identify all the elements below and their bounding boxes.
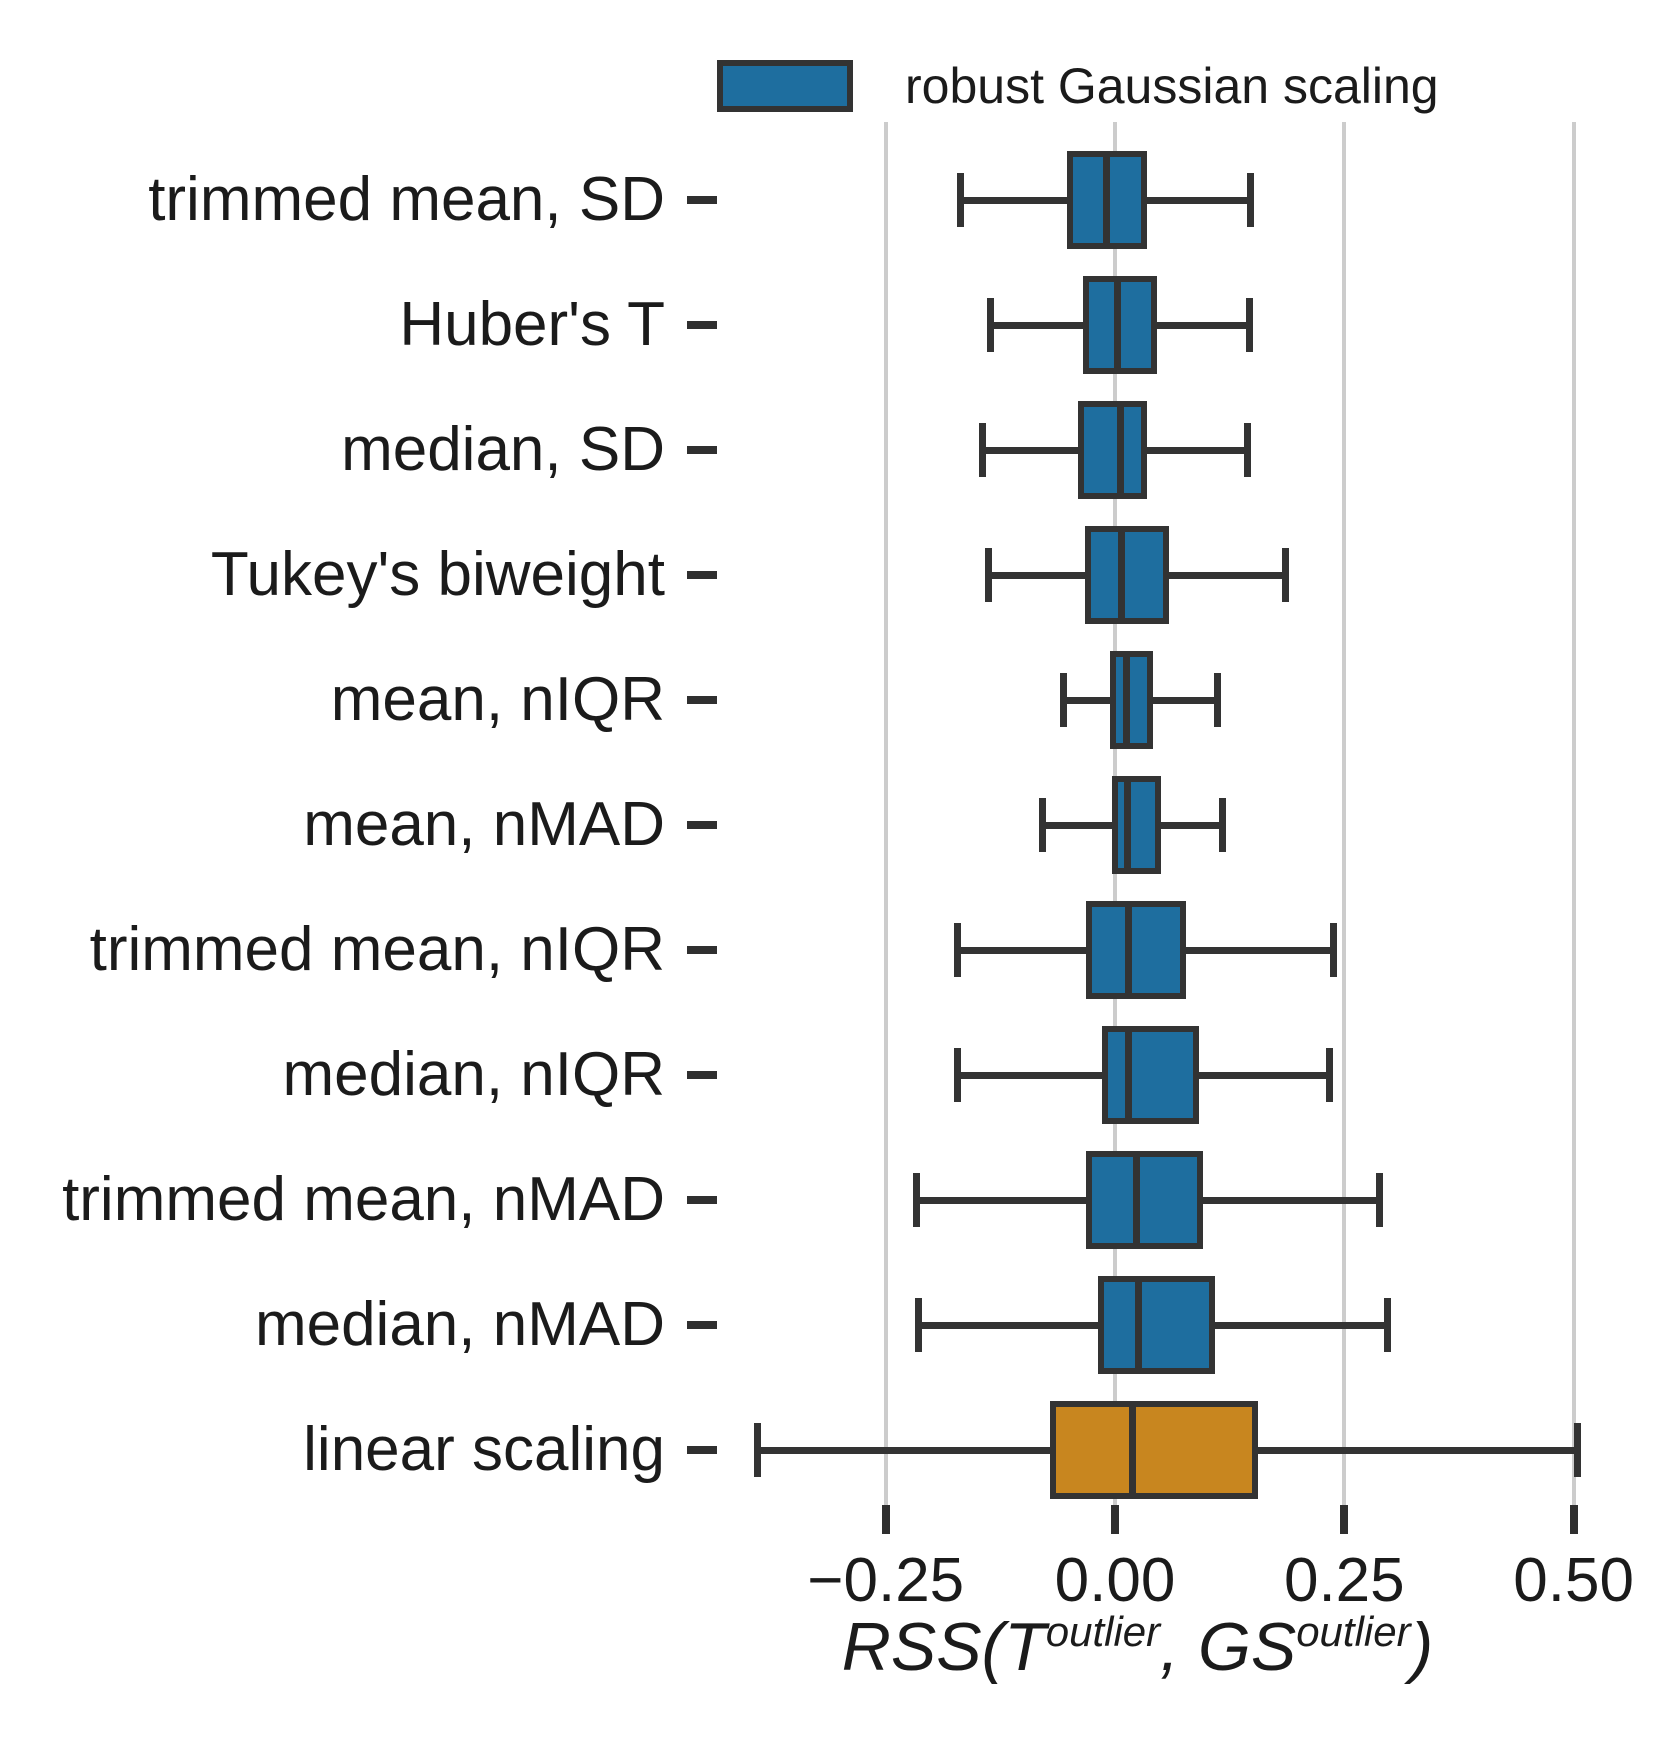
y-tick-label: mean, nMAD (303, 790, 665, 859)
x-axis-label-sup1: outlier (1045, 1608, 1161, 1655)
median-line (1116, 407, 1124, 493)
whisker-cap-low (913, 1173, 920, 1227)
y-tick-label: median, nIQR (282, 1040, 665, 1109)
y-tick-label: trimmed mean, nIQR (89, 915, 665, 984)
whisker-cap-high (1330, 923, 1338, 977)
whisker-cap-high (1213, 673, 1221, 727)
median-line (1124, 907, 1132, 993)
whisker-cap-high (1281, 548, 1289, 602)
y-tick-label: Huber's T (399, 290, 665, 359)
y-tick-label: mean, nIQR (330, 665, 665, 734)
whisker-cap-low (957, 173, 965, 227)
box (1097, 1276, 1215, 1374)
x-tick (1340, 1505, 1349, 1534)
x-tick-label: 0.50 (1513, 1546, 1634, 1615)
whisker-cap-high (1245, 298, 1253, 352)
whisker-cap-low (1038, 798, 1046, 852)
x-tick (881, 1505, 890, 1534)
median-line (1133, 1157, 1141, 1243)
legend-label: robust Gaussian scaling (905, 58, 1439, 114)
x-axis-label-separator: , (1160, 1609, 1198, 1685)
whisker-cap-low (954, 923, 962, 977)
median-line (1102, 157, 1110, 243)
grid-line (1571, 122, 1576, 1505)
median-line (1118, 532, 1126, 618)
y-tick (687, 1321, 717, 1329)
y-tick-label: trimmed mean, nMAD (62, 1165, 665, 1234)
whisker-cap-high (1246, 173, 1254, 227)
box (1110, 651, 1153, 749)
whisker-cap-high (1219, 798, 1227, 852)
box (1078, 401, 1148, 499)
y-tick (687, 1446, 717, 1454)
y-tick-label: median, SD (341, 415, 665, 484)
grid-line (1342, 122, 1347, 1505)
whisker-cap-high (1244, 423, 1252, 477)
y-tick (687, 1196, 717, 1204)
y-tick (687, 446, 717, 454)
box (1085, 901, 1186, 999)
whisker-cap-low (754, 1423, 762, 1477)
whisker-cap-low (985, 548, 993, 602)
box (1049, 1401, 1259, 1499)
whisker-cap-low (1059, 673, 1067, 727)
median-line (1124, 1032, 1132, 1118)
grid-line (883, 122, 888, 1505)
x-axis-label-suffix: ) (1410, 1609, 1434, 1685)
box (1102, 1026, 1200, 1124)
x-axis-label-sup2: outlier (1296, 1608, 1411, 1655)
whisker-cap-low (954, 1048, 962, 1102)
legend-swatch-icon (717, 60, 853, 112)
median-line (1129, 1407, 1137, 1493)
x-axis-label-arg1: T (1004, 1609, 1046, 1685)
y-tick (687, 321, 717, 329)
y-tick-label: trimmed mean, SD (148, 165, 665, 234)
y-tick (687, 571, 717, 579)
x-tick-label: 0.25 (1283, 1546, 1405, 1615)
x-tick (1111, 1505, 1120, 1534)
x-tick (1569, 1505, 1578, 1534)
whisker-cap-low (914, 1298, 922, 1352)
whisker-cap-high (1574, 1423, 1582, 1477)
whisker-cap-high (1325, 1048, 1333, 1102)
box (1084, 526, 1170, 624)
y-tick-label: Tukey's biweight (210, 540, 665, 609)
median-line (1134, 1282, 1142, 1368)
median-line (1123, 782, 1131, 868)
y-tick (687, 196, 717, 204)
x-axis-label-prefix: RSS( (841, 1609, 1005, 1685)
median-line (1123, 657, 1131, 743)
y-tick-label: median, nMAD (254, 1290, 665, 1359)
y-tick (687, 946, 717, 954)
y-tick (687, 696, 717, 704)
x-tick-label: −0.25 (807, 1546, 965, 1615)
y-tick (687, 1071, 717, 1079)
whisker-cap-low (987, 298, 995, 352)
whisker-cap-high (1383, 1298, 1391, 1352)
x-axis-label-arg2: GS (1197, 1609, 1297, 1685)
whisker-cap-high (1376, 1173, 1384, 1227)
box (1085, 1151, 1204, 1249)
median-line (1113, 282, 1121, 368)
x-tick-label: 0.00 (1054, 1546, 1176, 1615)
x-axis-label: RSS(Toutlier, GSoutlier) (645, 1608, 1630, 1686)
y-tick-label: linear scaling (303, 1415, 665, 1484)
y-tick (687, 821, 717, 829)
box (1112, 776, 1161, 874)
whisker-cap-low (979, 423, 987, 477)
